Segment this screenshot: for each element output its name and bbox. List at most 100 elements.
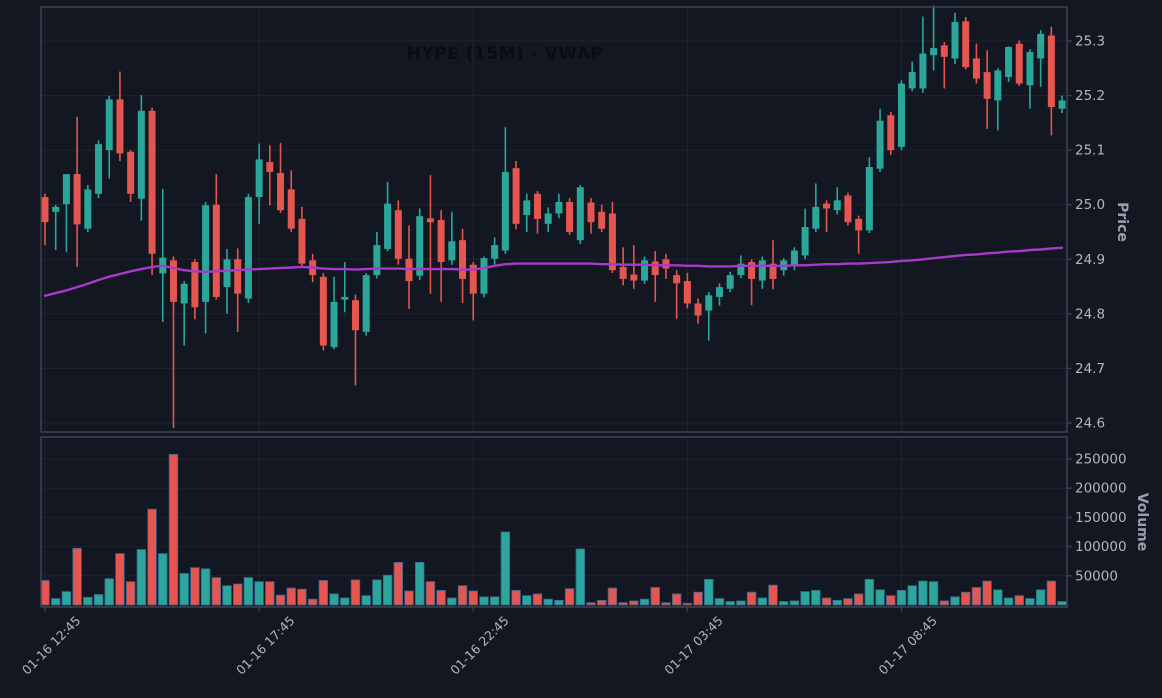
volume-bar	[83, 597, 93, 606]
candle-body	[566, 201, 574, 232]
volume-bar	[939, 600, 950, 606]
volume-bar	[404, 590, 414, 606]
volume-bar	[307, 598, 318, 606]
volume-bar	[254, 581, 264, 606]
volume-tick-label: 250000	[1075, 452, 1127, 468]
volume-bar	[115, 553, 125, 606]
candle-body	[919, 53, 927, 89]
volume-bar	[436, 590, 446, 606]
volume-bar	[1046, 580, 1057, 606]
volume-bar	[425, 581, 436, 606]
volume-bar	[147, 508, 157, 606]
volume-tick-label: 50000	[1075, 568, 1118, 584]
volume-bar	[158, 553, 168, 606]
candle-body	[833, 200, 841, 211]
price-tick-label: 25.1	[1075, 143, 1105, 159]
volume-tick-label: 100000	[1075, 539, 1127, 555]
candle-body	[84, 189, 92, 229]
candle-body	[544, 213, 552, 224]
volume-bar	[886, 595, 896, 606]
candle-body	[930, 48, 938, 56]
candle-body	[876, 120, 884, 169]
candle-body	[641, 260, 649, 281]
candle-body	[95, 144, 103, 194]
volume-bar	[661, 602, 671, 606]
volume-bar	[457, 585, 468, 606]
candle-body	[865, 167, 873, 231]
volume-bar	[736, 600, 746, 606]
volume-bar	[393, 561, 403, 606]
volume-bar	[275, 594, 286, 606]
volume-bar	[61, 591, 72, 606]
volume-bar	[51, 598, 61, 606]
candle-body	[758, 260, 766, 281]
volume-bar	[286, 587, 296, 606]
candle-body	[533, 193, 541, 219]
volume-bar	[350, 579, 361, 606]
candle-body	[501, 171, 509, 251]
candle-body	[587, 202, 595, 223]
volume-bar	[329, 593, 339, 606]
volume-bar	[779, 601, 789, 606]
volume-bar	[222, 585, 232, 606]
candle-body	[801, 227, 809, 256]
candle-body	[608, 213, 616, 271]
volume-bar	[1035, 589, 1046, 606]
candle-body	[972, 58, 980, 79]
price-tick-label: 24.6	[1075, 415, 1105, 431]
candle-body	[480, 258, 488, 294]
volume-bar	[961, 591, 971, 606]
candle-body	[137, 110, 145, 199]
candle-body	[673, 275, 681, 284]
candle-body	[469, 264, 477, 294]
candle-body	[630, 274, 638, 281]
vwap-line	[43, 246, 1064, 297]
candle-body	[844, 195, 852, 223]
candle-body	[1037, 33, 1045, 59]
volume-bar	[757, 597, 768, 606]
volume-bar	[543, 598, 553, 606]
volume-bar	[597, 599, 607, 606]
candle-body	[148, 110, 156, 254]
volume-bar	[179, 573, 189, 606]
volume-bar	[168, 453, 179, 606]
candle-body	[598, 211, 606, 229]
volume-bar	[918, 580, 928, 606]
price-panel-border	[40, 6, 1068, 433]
volume-bar	[1003, 597, 1014, 606]
volume-bar	[821, 597, 832, 606]
candle-body	[287, 189, 295, 229]
volume-bar	[1025, 598, 1035, 606]
volume-bar	[682, 602, 693, 606]
time-tick-label: 01-17 03:45	[661, 613, 726, 678]
volume-bar	[693, 591, 703, 606]
volume-bar	[639, 598, 650, 606]
volume-bar	[382, 574, 393, 606]
volume-bar	[875, 589, 885, 606]
candle-body	[908, 72, 916, 89]
candle-body	[459, 240, 467, 279]
volume-bar	[468, 590, 478, 606]
candle-body	[994, 70, 1002, 101]
volume-tick-label: 150000	[1075, 510, 1127, 526]
candle-body	[715, 287, 723, 297]
candle-body	[426, 218, 434, 223]
volume-bar	[447, 597, 457, 606]
candle-body	[951, 21, 959, 59]
candle-body	[940, 45, 948, 57]
volume-tick-label: 200000	[1075, 481, 1127, 497]
volume-bar	[993, 589, 1003, 606]
volume-bar	[479, 596, 489, 606]
candle-body	[662, 259, 670, 269]
candle-body	[651, 261, 659, 276]
candle-body	[105, 99, 113, 151]
candle-body	[212, 204, 220, 297]
candle-body	[555, 201, 563, 214]
candle-body	[737, 263, 745, 276]
volume-bar	[93, 594, 104, 606]
volume-bar	[125, 581, 136, 606]
candle-body	[1058, 100, 1066, 109]
candle-body	[962, 21, 970, 68]
